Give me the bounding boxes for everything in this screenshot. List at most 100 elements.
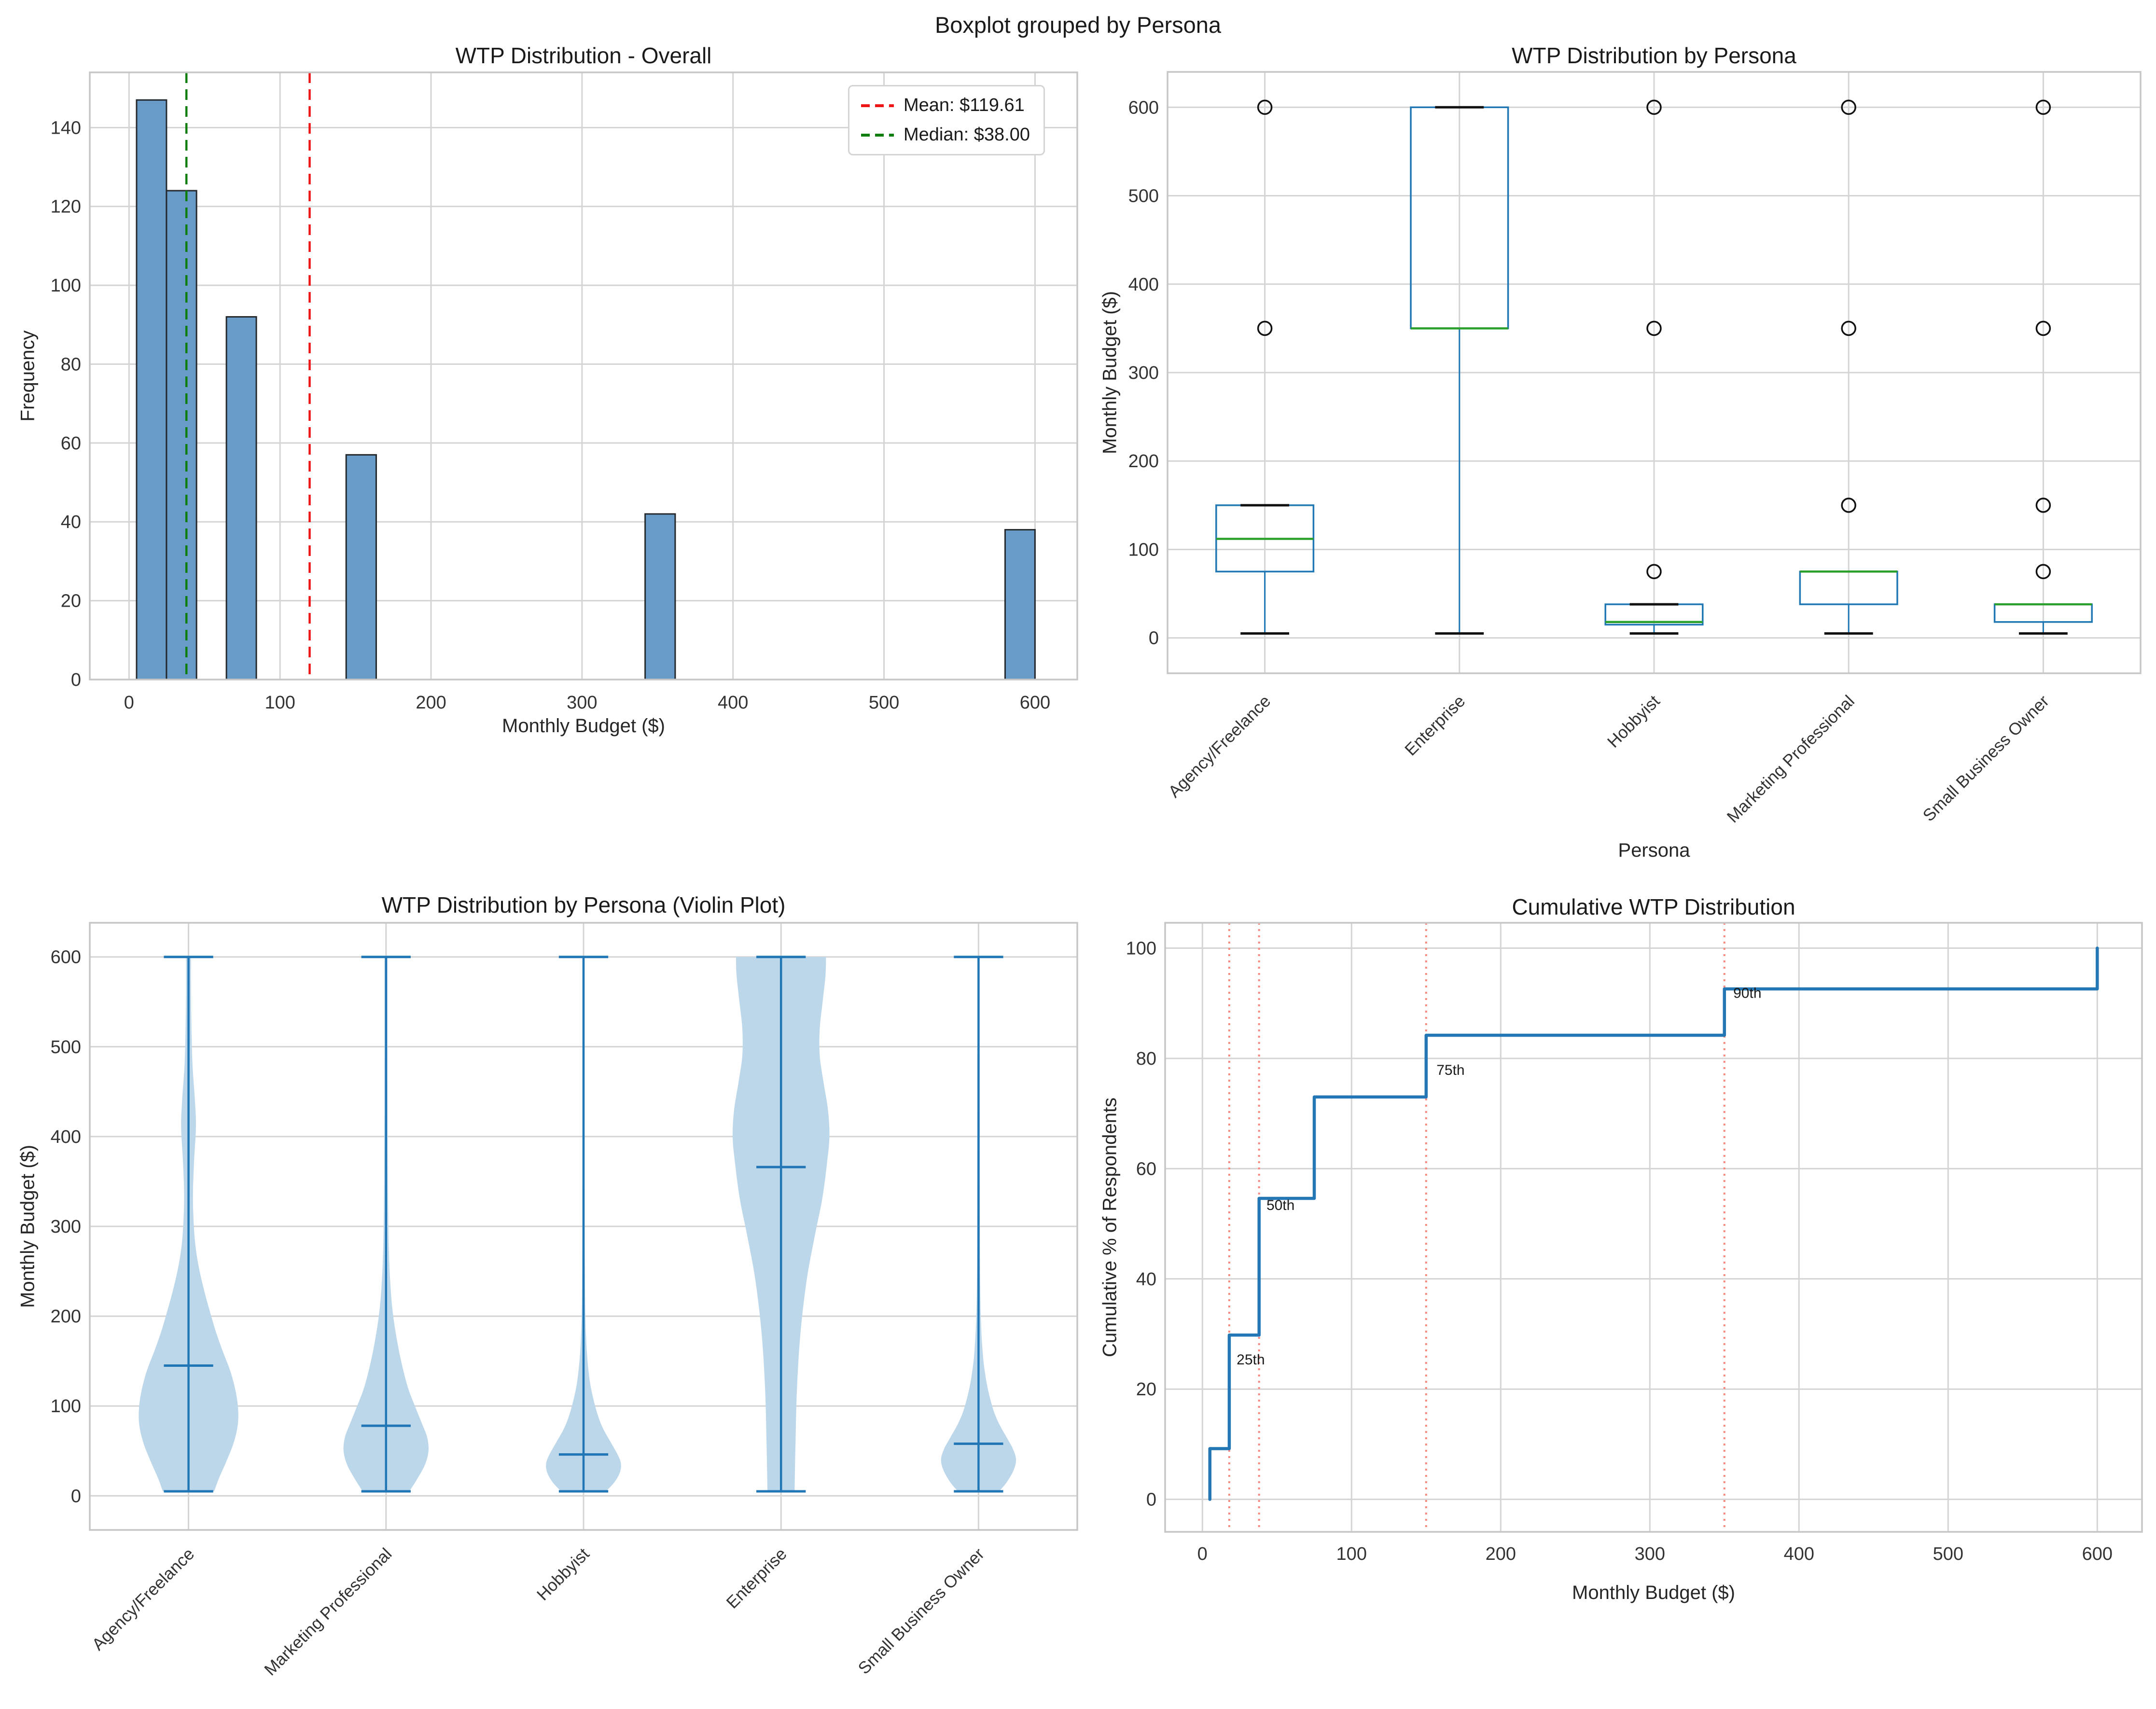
x-tick-label: 500	[1933, 1544, 1963, 1564]
histogram-bar	[136, 99, 167, 681]
y-tick-label: 100	[1128, 540, 1159, 560]
x-tick-label: 300	[1635, 1544, 1665, 1564]
cumulative-step-line	[1208, 946, 2099, 1501]
outlier-point	[2035, 99, 2051, 115]
x-tick-label: 200	[416, 693, 446, 713]
violin-ylabel: Monthly Budget ($)	[17, 1145, 39, 1308]
percentile-annotation: 90th	[1733, 985, 1761, 1001]
y-tick-label: 300	[1128, 363, 1159, 383]
category-label: Small Business Owner	[855, 1544, 988, 1678]
x-tick-label: 0	[1197, 1544, 1208, 1564]
category-label: Agency/Freelance	[1165, 692, 1274, 801]
category-label: Marketing Professional	[261, 1544, 395, 1679]
x-tick-label: 400	[1784, 1544, 1814, 1564]
y-tick-label: 100	[51, 276, 81, 296]
outlier-point	[1646, 320, 1662, 336]
category-label: Enterprise	[1401, 692, 1469, 759]
legend-item: Median: $38.00	[861, 125, 1030, 145]
outlier-point	[1841, 99, 1856, 115]
y-tick-label: 60	[61, 433, 81, 454]
cumulative-xlabel: Monthly Budget ($)	[1572, 1582, 1735, 1603]
y-tick-label: 60	[1136, 1159, 1156, 1179]
x-tick-label: 100	[264, 693, 295, 713]
plot-frame	[1164, 922, 2143, 1533]
boxplot-title: WTP Distribution by Persona	[1512, 43, 1796, 68]
y-tick-label: 500	[1128, 186, 1159, 207]
y-tick-label: 0	[71, 1486, 81, 1506]
outlier-point	[2035, 564, 2051, 580]
y-tick-label: 40	[1136, 1269, 1156, 1290]
category-label: Small Business Owner	[1920, 692, 2053, 825]
histogram-bar	[225, 316, 257, 681]
x-tick-label: 600	[2082, 1544, 2113, 1564]
x-tick-label: 300	[567, 693, 597, 713]
histogram-ylabel: Frequency	[17, 330, 39, 422]
violin-title: WTP Distribution by Persona (Violin Plot…	[381, 892, 786, 917]
y-tick-label: 100	[1126, 939, 1156, 959]
outlier-point	[1257, 99, 1273, 115]
x-tick-label: 600	[1020, 693, 1050, 713]
percentile-annotation: 50th	[1266, 1197, 1294, 1213]
plot-frame	[1167, 71, 2142, 674]
cumulative-title: Cumulative WTP Distribution	[1512, 894, 1795, 919]
histogram-bar	[1004, 529, 1036, 681]
legend-dash-sample	[861, 104, 894, 107]
y-tick-label: 600	[51, 947, 81, 968]
y-tick-label: 400	[1128, 275, 1159, 295]
y-tick-label: 120	[51, 197, 81, 217]
y-tick-label: 20	[1136, 1379, 1156, 1400]
boxplot-ylabel: Monthly Budget ($)	[1099, 291, 1121, 454]
histogram-bar	[644, 513, 676, 681]
legend-item: Mean: $119.61	[861, 95, 1030, 116]
legend-dash-sample	[861, 133, 894, 137]
outlier-point	[1841, 498, 1856, 513]
y-tick-label: 400	[51, 1127, 81, 1147]
histogram-bar	[166, 190, 197, 681]
figure-suptitle: Boxplot grouped by Persona	[934, 12, 1222, 38]
y-tick-label: 200	[51, 1306, 81, 1327]
legend-label: Median: $38.00	[904, 125, 1030, 145]
x-tick-label: 400	[718, 693, 748, 713]
y-tick-label: 200	[1128, 451, 1159, 472]
percentile-annotation: 25th	[1237, 1352, 1265, 1368]
histogram-xlabel: Monthly Budget ($)	[502, 715, 665, 736]
outlier-point	[1257, 320, 1273, 336]
outlier-point	[1646, 564, 1662, 580]
boxplot-xlabel: Persona	[1618, 840, 1690, 861]
outlier-point	[2035, 320, 2051, 336]
y-tick-label: 80	[1136, 1049, 1156, 1069]
category-label: Marketing Professional	[1724, 692, 1858, 826]
y-tick-label: 20	[61, 591, 81, 611]
y-tick-label: 100	[51, 1396, 81, 1417]
y-tick-label: 0	[71, 670, 81, 690]
outlier-point	[1841, 320, 1856, 336]
category-label: Agency/Freelance	[88, 1544, 198, 1654]
x-tick-label: 200	[1486, 1544, 1516, 1564]
histogram-title: WTP Distribution - Overall	[455, 43, 712, 68]
cumulative-ylabel: Cumulative % of Respondents	[1099, 1097, 1121, 1358]
y-tick-label: 140	[51, 118, 81, 138]
y-tick-label: 600	[1128, 97, 1159, 118]
y-tick-label: 0	[1149, 628, 1159, 649]
plot-frame	[89, 71, 1078, 681]
category-label: Enterprise	[723, 1544, 790, 1612]
outlier-point	[2035, 498, 2051, 513]
y-tick-label: 80	[61, 354, 81, 375]
category-label: Hobbyist	[533, 1544, 593, 1604]
legend: Mean: $119.61 Median: $38.00	[848, 85, 1045, 155]
y-tick-label: 300	[51, 1217, 81, 1237]
x-tick-label: 0	[124, 693, 134, 713]
percentile-annotation: 75th	[1436, 1062, 1464, 1078]
legend-label: Mean: $119.61	[904, 95, 1025, 115]
plot-frame	[89, 922, 1078, 1531]
x-tick-label: 500	[869, 693, 899, 713]
y-tick-label: 500	[51, 1037, 81, 1057]
y-tick-label: 0	[1146, 1490, 1156, 1510]
y-tick-label: 40	[61, 512, 81, 532]
category-label: Hobbyist	[1604, 692, 1664, 751]
outlier-point	[1646, 99, 1662, 115]
histogram-bar	[345, 454, 377, 681]
x-tick-label: 100	[1336, 1544, 1367, 1564]
